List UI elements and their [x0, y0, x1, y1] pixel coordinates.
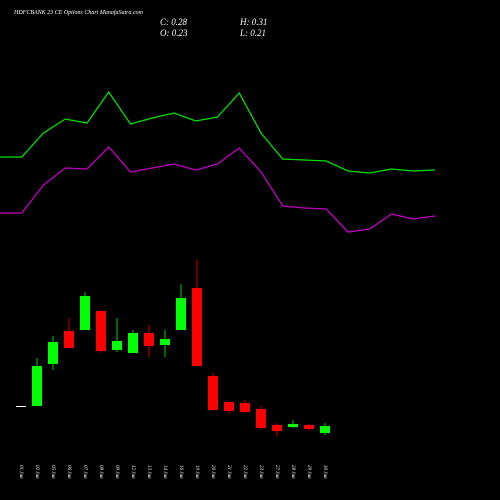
candle-body	[272, 425, 282, 431]
candle-body	[48, 342, 58, 364]
x-tick-label: 29 Jun	[306, 465, 311, 479]
candle-body	[304, 425, 314, 429]
candle-body	[96, 311, 106, 351]
candle-body	[176, 298, 186, 330]
x-tick-label: 02 Jun	[34, 465, 39, 479]
candle-body	[144, 333, 154, 346]
candle-body	[32, 366, 42, 406]
candle-body	[160, 339, 170, 345]
x-tick-label: 20 Jun	[210, 465, 215, 479]
x-tick-label: 23 Jun	[258, 465, 263, 479]
candle-body	[224, 402, 234, 411]
low-label: L: 0.21	[239, 28, 266, 38]
x-tick-label: 21 Jun	[226, 465, 231, 479]
candle-body	[16, 406, 26, 407]
candle-body	[256, 409, 266, 428]
open-label: O: 0.23	[160, 28, 188, 38]
indicator-line	[0, 90, 436, 174]
candle-body	[208, 376, 218, 410]
indicator-line	[0, 146, 436, 233]
x-tick-label: 14 Jun	[162, 465, 167, 479]
x-tick-label: 05 Jun	[50, 465, 55, 479]
x-tick-label: 09 Jun	[114, 465, 119, 479]
chart-title: HDFCBANK 23 CE Options Chart ManafaSutra…	[13, 9, 144, 16]
candle-body	[80, 296, 90, 330]
candle-body	[64, 331, 74, 348]
candle-body	[320, 426, 330, 433]
x-tick-label: 12 Jun	[130, 465, 135, 479]
x-tick-label: 19 Jun	[194, 465, 199, 479]
x-tick-label: 07 Jun	[82, 465, 87, 479]
candle-body	[192, 288, 202, 366]
x-tick-label: 28 Jun	[290, 465, 295, 479]
x-tick-label: 27 Jun	[274, 465, 279, 479]
candle-body	[288, 424, 298, 427]
x-tick-label: 06 Jun	[66, 465, 71, 479]
x-tick-label: 13 Jun	[146, 465, 151, 479]
candle-body	[112, 341, 122, 350]
high-label: H: 0.31	[239, 17, 268, 27]
x-tick-label: 01 Jun	[18, 465, 23, 479]
x-tick-label: 30 Jun	[322, 465, 327, 479]
close-label: C: 0.28	[160, 17, 188, 27]
candle-body	[128, 333, 138, 353]
x-tick-label: 08 Jun	[98, 465, 103, 479]
candle-body	[240, 403, 250, 412]
x-tick-label: 22 Jun	[242, 465, 247, 479]
x-tick-label: 16 Jun	[178, 465, 183, 479]
